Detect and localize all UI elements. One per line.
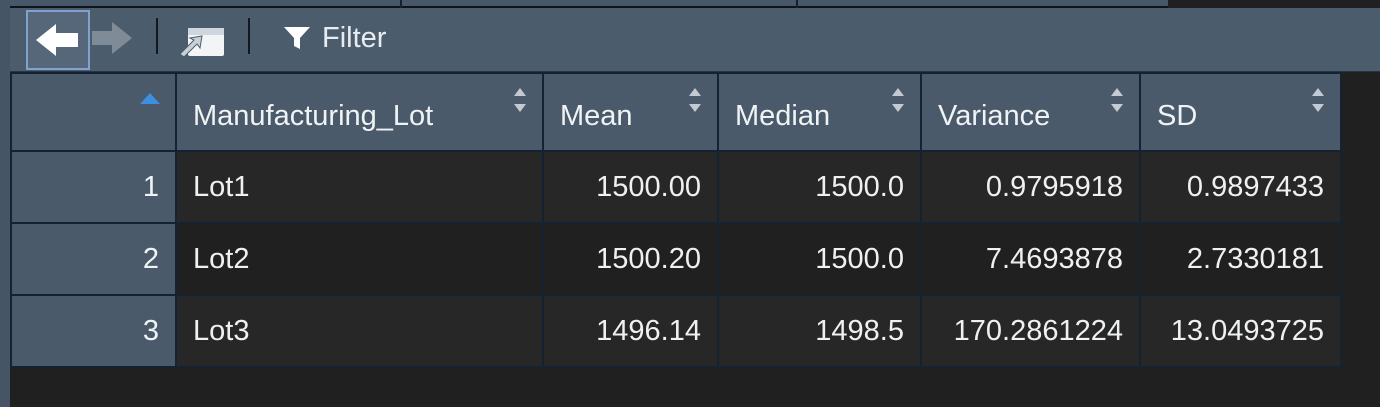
popout-button[interactable] <box>176 20 228 60</box>
median-cell: 1500.0 <box>717 150 922 224</box>
sort-toggle-icon <box>1111 88 1123 112</box>
table-row: 1 Lot1 1500.00 1500.0 0.9795918 0.989743… <box>10 150 1342 224</box>
sort-toggle-icon <box>1312 88 1324 112</box>
column-header-row-number[interactable] <box>10 72 177 152</box>
manufacturing-lot-cell: Lot1 <box>175 150 544 224</box>
column-header-label: Median <box>735 99 831 132</box>
forward-button[interactable] <box>90 10 140 70</box>
toolbar-separator <box>156 18 158 54</box>
back-button[interactable] <box>26 10 90 70</box>
filter-button[interactable]: Filter <box>282 18 386 58</box>
column-header-label: Mean <box>560 99 633 132</box>
median-cell: 1500.0 <box>717 222 922 296</box>
table-row: 3 Lot3 1496.14 1498.5 170.2861224 13.049… <box>10 294 1342 368</box>
mean-cell: 1500.00 <box>542 150 719 224</box>
header-row: Manufacturing_Lot Mean Median <box>10 72 1342 152</box>
toolbar-separator <box>248 18 250 54</box>
tab-strip <box>10 0 1168 8</box>
data-table: Manufacturing_Lot Mean Median <box>10 72 1342 368</box>
sd-cell: 0.9897433 <box>1139 150 1342 224</box>
column-header-variance[interactable]: Variance <box>920 72 1141 152</box>
variance-cell: 0.9795918 <box>920 150 1141 224</box>
column-header-manufacturing-lot[interactable]: Manufacturing_Lot <box>175 72 544 152</box>
table-row: 2 Lot2 1500.20 1500.0 7.4693878 2.733018… <box>10 222 1342 296</box>
variance-cell: 170.2861224 <box>920 294 1141 368</box>
mean-cell: 1500.20 <box>542 222 719 296</box>
row-number-cell: 3 <box>10 294 177 368</box>
viewer-toolbar: Filter <box>10 8 1380 72</box>
row-number-cell: 1 <box>10 150 177 224</box>
median-cell: 1498.5 <box>717 294 922 368</box>
funnel-icon <box>284 27 310 49</box>
sort-toggle-icon <box>689 88 701 112</box>
left-panel-edge <box>0 0 10 407</box>
tab-divider <box>796 0 798 8</box>
sd-cell: 13.0493725 <box>1139 294 1342 368</box>
mean-cell: 1496.14 <box>542 294 719 368</box>
sort-toggle-icon <box>514 88 526 112</box>
sort-ascending-icon <box>140 93 160 104</box>
sort-toggle-icon <box>892 88 904 112</box>
variance-cell: 7.4693878 <box>920 222 1141 296</box>
arrow-right-icon <box>92 22 132 54</box>
column-header-label: SD <box>1157 99 1198 132</box>
column-header-mean[interactable]: Mean <box>542 72 719 152</box>
filter-label: Filter <box>322 21 387 54</box>
column-header-median[interactable]: Median <box>717 72 922 152</box>
column-header-label: Manufacturing_Lot <box>193 99 434 132</box>
row-number-cell: 2 <box>10 222 177 296</box>
popout-window-icon <box>179 28 224 58</box>
tab-divider <box>400 0 402 8</box>
manufacturing-lot-cell: Lot2 <box>175 222 544 296</box>
sd-cell: 2.7330181 <box>1139 222 1342 296</box>
column-header-label: Variance <box>938 99 1051 132</box>
arrow-left-icon <box>36 24 78 56</box>
manufacturing-lot-cell: Lot3 <box>175 294 544 368</box>
column-header-sd[interactable]: SD <box>1139 72 1342 152</box>
